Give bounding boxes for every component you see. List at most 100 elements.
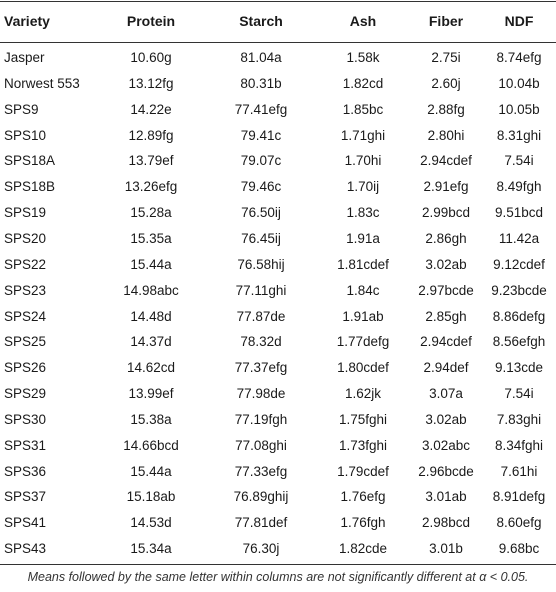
cell-fiber: 2.97bcde <box>418 282 474 298</box>
cell-fiber: 3.02ab <box>425 256 467 272</box>
cell-ndf: 7.54i <box>504 153 534 169</box>
cell-starch: 76.30j <box>242 541 280 557</box>
cell-fiber: 3.01b <box>429 541 463 557</box>
cell-ash: 1.82cde <box>338 541 388 557</box>
cell-ndf: 10.05b <box>498 101 540 117</box>
cell-starch: 79.07c <box>240 153 282 169</box>
cell-fiber: 2.80hi <box>427 127 465 143</box>
table-row: SPS22 15.44a 76.58hij 1.81cdef 3.02ab 9.12cde… <box>0 253 556 278</box>
table-row: Norwest 553 13.12fg 80.31b 1.82cd 2.60j 10.04… <box>0 72 556 97</box>
cell-protein: 13.79ef <box>128 153 174 169</box>
table-row: SPS10 12.89fg 79.41c 1.71ghi 2.80hi 8.31ghi <box>0 124 556 149</box>
cell-starch: 80.31b <box>240 75 282 91</box>
cell-protein: 14.53d <box>130 515 172 531</box>
cell-ash: 1.85bc <box>342 101 384 117</box>
cell-protein: 15.28a <box>130 205 172 221</box>
cell-variety: SPS26 <box>4 360 47 376</box>
cell-ash: 1.58k <box>346 50 380 65</box>
cell-ash: 1.77defg <box>336 334 390 350</box>
cell-ndf: 9.13cde <box>494 360 544 376</box>
cell-fiber: 2.94cdef <box>420 334 472 350</box>
cell-fiber: 3.02abc <box>421 437 471 453</box>
table-header-row: Variety Protein Starch Ash Fiber NDF <box>0 6 556 36</box>
cell-variety: SPS22 <box>4 256 47 272</box>
cell-fiber: 2.60j <box>431 75 461 91</box>
cell-variety: SPS10 <box>4 127 47 143</box>
cell-fiber: 2.91efg <box>423 179 469 195</box>
cell-variety: SPS24 <box>4 308 47 324</box>
cell-starch: 77.37efg <box>234 360 288 376</box>
cell-starch: 76.58hij <box>237 256 285 272</box>
table-row: SPS37 15.18ab 76.89ghij 1.76efg 3.01ab 8.91de… <box>0 485 556 510</box>
cell-ndf: 8.34fghi <box>494 437 544 453</box>
cell-protein: 15.35a <box>130 230 172 246</box>
cell-protein: 14.22e <box>130 101 172 117</box>
cell-fiber: 2.75i <box>431 50 461 65</box>
table-row: SPS30 15.38a 77.19fgh 1.75fghi 3.02ab 7.83ghi <box>0 408 556 433</box>
table-row: SPS41 14.53d 77.81def 1.76fgh 2.98bcd 8.60efg <box>0 511 556 536</box>
table-row: SPS43 15.34a 76.30j 1.82cde 3.01b 9.68bc <box>0 537 556 562</box>
cell-protein: 15.34a <box>130 541 172 557</box>
cell-starch: 76.45ij <box>241 230 281 246</box>
cell-protein: 13.12fg <box>128 75 174 91</box>
table-header-rule <box>0 42 556 43</box>
cell-protein: 14.48d <box>130 308 172 324</box>
cell-protein: 12.89fg <box>128 127 174 143</box>
table-row: SPS19 15.28a 76.50ij 1.83c 2.99bcd 9.51bcd <box>0 201 556 226</box>
cell-ndf: 8.86defg <box>492 308 546 324</box>
header-fiber: Fiber <box>428 13 464 29</box>
table-row: SPS29 13.99ef 77.98de 1.62jk 3.07a 7.54i <box>0 382 556 407</box>
cell-fiber: 2.99bcd <box>421 205 471 221</box>
cell-fiber: 2.98bcd <box>421 515 471 531</box>
table-row: SPS31 14.66bcd 77.08ghi 1.73fghi 3.02abc 8.34… <box>0 434 556 459</box>
header-starch: Starch <box>239 13 283 29</box>
cell-ash: 1.91ab <box>342 308 384 324</box>
cell-ndf: 7.61hi <box>500 463 538 479</box>
cell-starch: 77.87de <box>236 308 286 324</box>
header-protein: Protein <box>126 13 176 29</box>
cell-ndf: 7.54i <box>504 386 534 402</box>
cell-ndf: 8.74efg <box>496 50 542 65</box>
cell-fiber: 2.85gh <box>425 308 467 324</box>
cell-protein: 15.38a <box>130 411 172 427</box>
table-top-rule <box>0 1 556 2</box>
cell-ash: 1.80cdef <box>337 360 389 376</box>
cell-ash: 1.70hi <box>344 153 382 169</box>
cell-variety: Jasper <box>4 50 45 65</box>
cell-starch: 77.98de <box>236 386 286 402</box>
table-row: SPS9 14.22e 77.41efg 1.85bc 2.88fg 10.05b <box>0 98 556 123</box>
cell-protein: 15.44a <box>130 256 172 272</box>
cell-starch: 79.46c <box>240 179 282 195</box>
cell-ash: 1.82cd <box>342 75 384 91</box>
cell-starch: 77.19fgh <box>234 411 288 427</box>
cell-ash: 1.62jk <box>344 386 382 402</box>
header-ash: Ash <box>349 13 377 29</box>
cell-ndf: 10.04b <box>498 75 540 91</box>
cell-ash: 1.75fghi <box>338 411 388 427</box>
cell-starch: 76.50ij <box>241 205 281 221</box>
cell-variety: Norwest 553 <box>4 75 80 91</box>
cell-ash: 1.84c <box>346 282 380 298</box>
table-bottom-rule <box>0 564 556 565</box>
cell-starch: 77.81def <box>234 515 288 531</box>
cell-protein: 14.98abc <box>123 282 179 298</box>
cell-ash: 1.73fghi <box>338 437 388 453</box>
cell-starch: 81.04a <box>240 50 282 65</box>
cell-protein: 14.37d <box>130 334 172 350</box>
cell-starch: 77.33efg <box>234 463 288 479</box>
table-row: SPS20 15.35a 76.45ij 1.91a 2.86gh 11.42a <box>0 227 556 252</box>
cell-ndf: 8.60efg <box>496 515 542 531</box>
cell-variety: SPS41 <box>4 515 47 531</box>
table-row: SPS18A 13.79ef 79.07c 1.70hi 2.94cdef 7.54i <box>0 149 556 174</box>
cell-protein: 10.60g <box>130 50 172 65</box>
cell-fiber: 3.07a <box>429 386 463 402</box>
cell-variety: SPS30 <box>4 411 47 427</box>
cell-variety: SPS29 <box>4 386 47 402</box>
cell-variety: SPS37 <box>4 489 47 505</box>
cell-ash: 1.71ghi <box>340 127 386 143</box>
cell-protein: 15.44a <box>130 463 172 479</box>
cell-variety: SPS23 <box>4 282 47 298</box>
cell-ash: 1.76fgh <box>340 515 386 531</box>
cell-ash: 1.76efg <box>340 489 386 505</box>
